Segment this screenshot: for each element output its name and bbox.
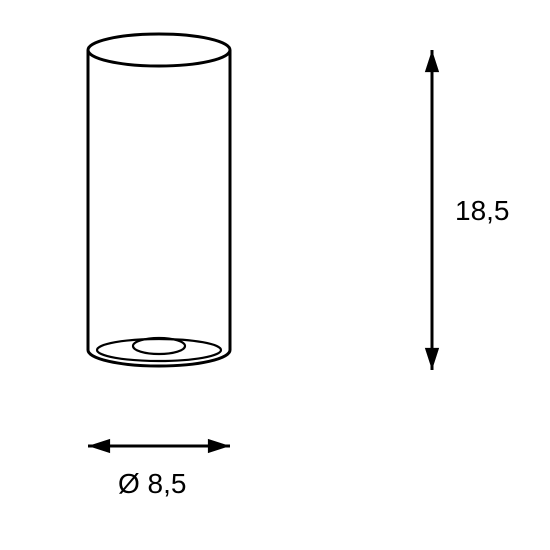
diagram-canvas bbox=[0, 0, 550, 550]
width-arrowhead-left bbox=[88, 439, 110, 453]
height-arrowhead-bottom bbox=[425, 348, 439, 370]
cylinder-body bbox=[88, 34, 230, 366]
cylinder-lens bbox=[133, 338, 185, 354]
width-arrowhead-right bbox=[208, 439, 230, 453]
height-arrowhead-top bbox=[425, 50, 439, 72]
cylinder-bottom-rim bbox=[88, 350, 230, 366]
cylinder-inner-ring bbox=[97, 339, 221, 361]
width-dimension-label: Ø 8,5 bbox=[118, 468, 186, 500]
height-dimension-label: 18,5 bbox=[455, 195, 510, 227]
dimension-diagram: 18,5 Ø 8,5 bbox=[0, 0, 550, 550]
cylinder-top-back bbox=[88, 50, 230, 66]
